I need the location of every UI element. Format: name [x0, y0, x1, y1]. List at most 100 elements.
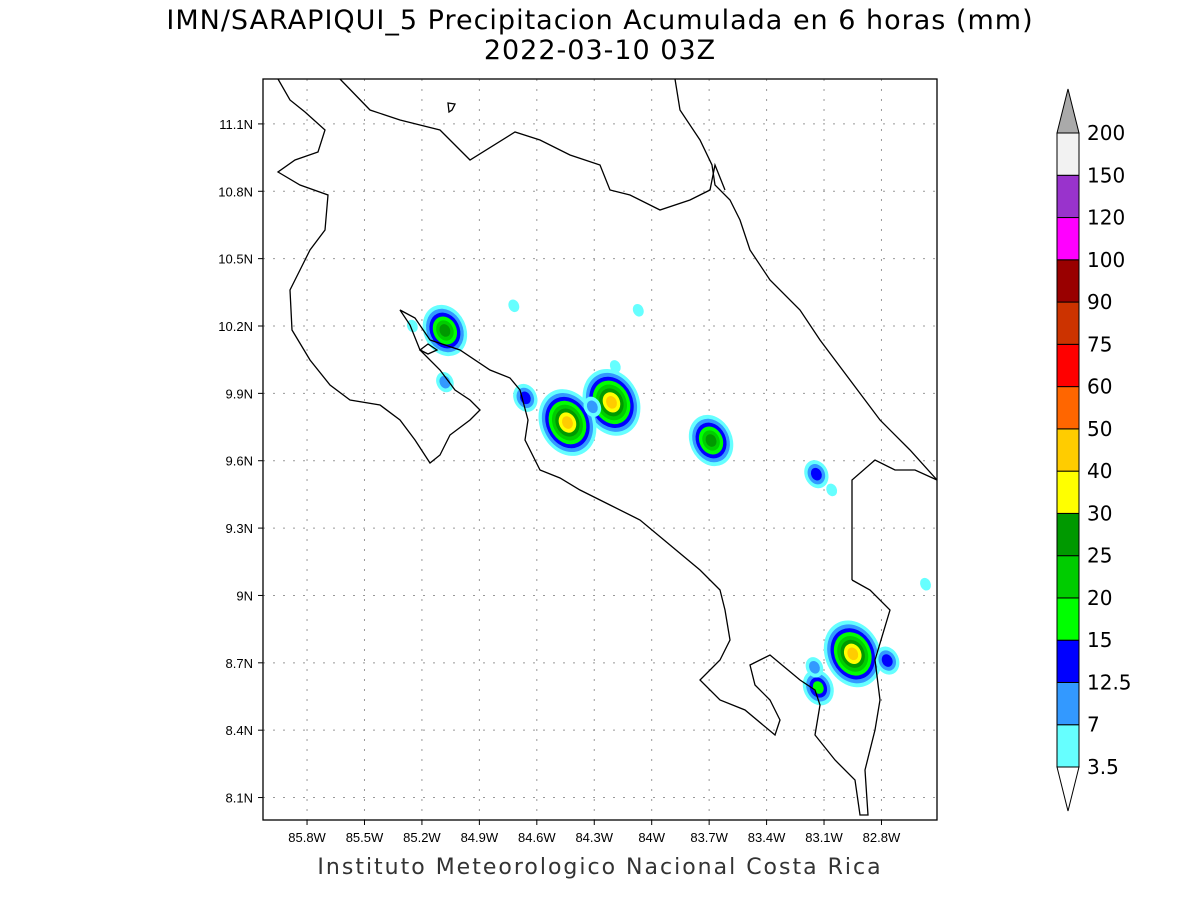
colorbar-level-label: 12.5 [1087, 670, 1132, 694]
precip-cell [582, 368, 641, 436]
lat-tick-label: 9N [236, 588, 253, 603]
panama-border [851, 459, 937, 580]
map-subtitle: 2022-03-10 03Z [483, 35, 717, 66]
axis-ticks: 85.8W 85.5W 85.2W 84.9W 84.6W 84.3W 84W 83.7W 83… [218, 117, 901, 845]
lat-tick-label: 10.5N [218, 252, 253, 267]
precipitation-cells [406, 299, 931, 706]
precip-contour [920, 577, 931, 591]
colorbar-swatch [1056, 386, 1080, 430]
lat-tick-label: 10.2N [218, 319, 253, 334]
precip-contour [586, 400, 598, 414]
precip-contour [609, 360, 621, 373]
colorbar-swatch [1056, 174, 1080, 219]
precip-cell [583, 396, 602, 417]
lat-tick-label: 8.1N [226, 791, 253, 806]
precip-cell [406, 319, 418, 333]
colorbar-under-arrow [1056, 766, 1080, 812]
lat-tick-label: 8.4N [226, 723, 253, 738]
lon-tick-label: 82.8W [863, 830, 901, 845]
colorbar-swatch [1056, 597, 1080, 641]
precip-cell [632, 303, 644, 317]
colorbar-level-label: 20 [1087, 586, 1112, 610]
colorbar-level-label: 3.5 [1087, 755, 1119, 779]
precip-cell [609, 360, 621, 373]
colorbar-legend: 3.5 7 12.5 15 20 25 30 40 50 60 75 90 100 120 150 200 [1056, 88, 1132, 812]
lon-tick-label: 84.3W [575, 830, 613, 845]
colorbar-level-label: 50 [1087, 417, 1112, 441]
map-title: IMN/SARAPIQUI_5 Precipitacion Acumulada … [166, 5, 1034, 36]
colorbar-level-label: 200 [1087, 121, 1125, 145]
colorbar-level-label: 15 [1087, 628, 1112, 652]
lon-tick-label: 83.4W [748, 830, 786, 845]
lat-tick-label: 9.6N [226, 454, 253, 469]
precip-cell [538, 389, 597, 456]
colorbar-swatch [1056, 343, 1080, 388]
lon-tick-label: 85.2W [403, 830, 441, 845]
precip-contour [632, 303, 644, 317]
precip-contour [705, 434, 717, 447]
precip-contour [606, 396, 617, 409]
precip-contour [561, 416, 573, 429]
coastlines [276, 79, 937, 816]
precip-contour [808, 661, 820, 674]
precip-contour [810, 467, 822, 481]
colorbar-level-label: 120 [1087, 206, 1125, 230]
colorbar-level-label: 90 [1087, 290, 1112, 314]
colorbar-level-label: 7 [1087, 713, 1100, 737]
precip-cell [436, 371, 454, 393]
colorbar-level-label: 40 [1087, 459, 1112, 483]
lon-tick-label: 85.5W [346, 830, 384, 845]
lat-tick-label: 10.8N [218, 184, 253, 199]
lon-tick-label: 83.7W [690, 830, 728, 845]
precip-contour [847, 647, 859, 661]
precip-contour [439, 324, 451, 337]
colorbar-level-label: 100 [1087, 248, 1125, 272]
precip-cell [875, 646, 900, 675]
lon-tick-label: 84.9W [461, 830, 499, 845]
precip-cell [802, 669, 834, 706]
map-frame [262, 78, 938, 821]
island-outline [447, 102, 456, 114]
lon-tick-label: 84.6W [518, 830, 556, 845]
precip-contour [508, 299, 520, 313]
precip-contour [406, 319, 418, 333]
colorbar-over-arrow [1056, 88, 1080, 134]
lon-tick-label: 83.1W [805, 830, 843, 845]
caribbean-coastline [674, 79, 937, 481]
colorbar-swatch [1056, 639, 1080, 683]
footer-credit: Instituto Meteorologico Nacional Costa R… [317, 855, 883, 880]
colorbar-swatch [1056, 512, 1080, 557]
colorbar-swatch [1056, 259, 1080, 303]
precip-cell [508, 299, 520, 313]
colorbar-swatch [1056, 132, 1080, 176]
precip-contour [826, 483, 838, 497]
precip-cell [804, 460, 829, 489]
colorbar-swatch [1056, 301, 1080, 345]
pacific-coastline [276, 79, 891, 816]
colorbar-level-label: 60 [1087, 375, 1112, 399]
lat-tick-label: 9.3N [226, 521, 253, 536]
colorbar-swatch [1056, 217, 1080, 261]
colorbar-swatch [1056, 555, 1080, 599]
lat-tick-label: 8.7N [226, 656, 253, 671]
colorbar-level-label: 75 [1087, 332, 1112, 356]
island-outline [418, 343, 439, 355]
graticule [263, 79, 937, 820]
lon-tick-label: 84W [638, 830, 665, 845]
colorbar-swatch [1056, 470, 1080, 514]
colorbar-swatch [1056, 428, 1080, 472]
lat-tick-label: 9.9N [226, 386, 253, 401]
precip-cell [920, 577, 931, 591]
colorbar-level-label: 30 [1087, 501, 1112, 525]
colorbar-level-label: 150 [1087, 163, 1125, 187]
nicaragua-border [339, 79, 726, 211]
precip-contour [881, 654, 893, 667]
precip-cell [805, 657, 824, 678]
lat-tick-label: 11.1N [219, 117, 253, 132]
colorbar-swatch [1056, 724, 1080, 768]
colorbar-swatch [1056, 681, 1080, 726]
precip-cell [688, 414, 734, 467]
precip-cell [823, 620, 882, 688]
colorbar-level-label: 25 [1087, 544, 1112, 568]
